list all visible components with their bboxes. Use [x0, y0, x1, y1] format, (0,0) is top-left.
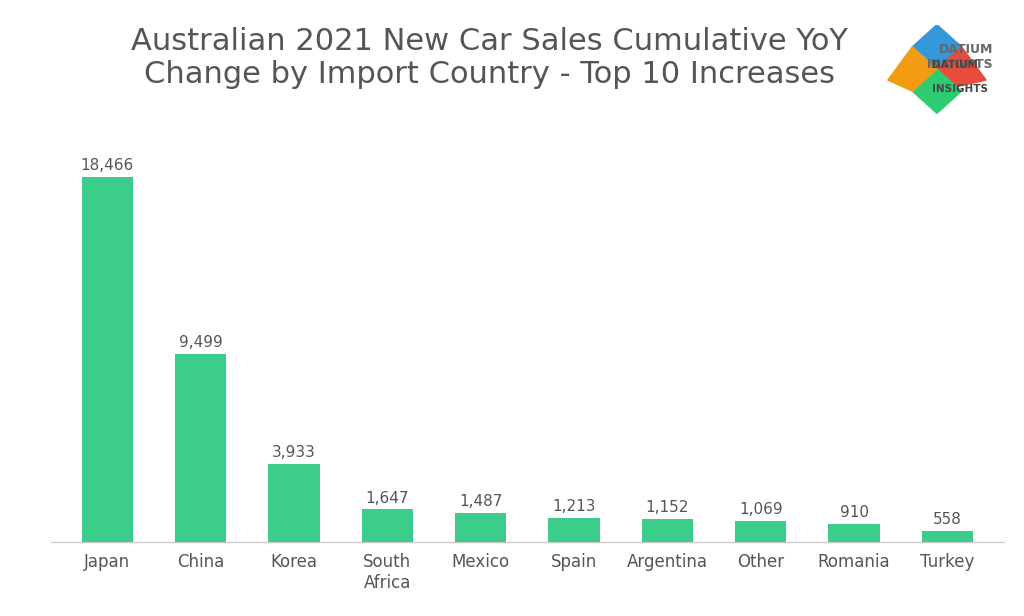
- Text: DATIUM: DATIUM: [932, 60, 978, 70]
- Text: 9,499: 9,499: [179, 335, 222, 350]
- Text: 1,152: 1,152: [646, 500, 689, 516]
- Bar: [455, 513, 506, 542]
- Polygon shape: [912, 25, 962, 69]
- Text: 3,933: 3,933: [272, 445, 315, 460]
- Text: 910: 910: [840, 505, 868, 520]
- Polygon shape: [912, 69, 962, 113]
- Text: 558: 558: [933, 512, 962, 527]
- Text: 1,647: 1,647: [366, 490, 409, 506]
- Bar: [828, 524, 880, 542]
- Text: 18,466: 18,466: [81, 158, 134, 172]
- Text: 1,487: 1,487: [459, 493, 503, 509]
- Bar: [82, 177, 133, 542]
- Text: 1,069: 1,069: [739, 502, 782, 517]
- Text: 1,213: 1,213: [552, 499, 596, 514]
- Bar: [175, 354, 226, 542]
- Bar: [361, 509, 413, 542]
- Text: INSIGHTS: INSIGHTS: [932, 84, 988, 94]
- Bar: [268, 464, 319, 542]
- Bar: [735, 521, 786, 542]
- Text: DATIUM
INSIGHTS: DATIUM INSIGHTS: [927, 43, 993, 71]
- Bar: [922, 531, 973, 542]
- Bar: [549, 518, 600, 542]
- Bar: [642, 519, 693, 542]
- Polygon shape: [888, 47, 937, 91]
- Title: Australian 2021 New Car Sales Cumulative YoY
Change by Import Country - Top 10 I: Australian 2021 New Car Sales Cumulative…: [131, 26, 848, 89]
- Polygon shape: [937, 47, 986, 91]
